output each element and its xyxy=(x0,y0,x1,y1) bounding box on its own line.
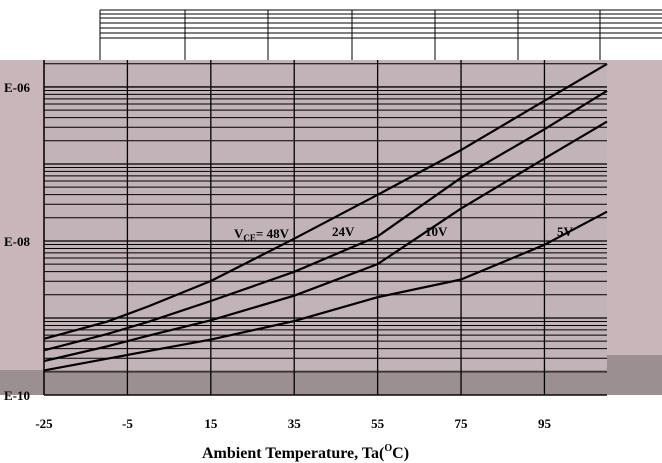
series-label-48v: VCE= 48V xyxy=(234,226,290,243)
series-line-4 xyxy=(43,210,608,372)
lower-right-band xyxy=(607,355,662,395)
x-axis-ticks: -25 -5 15 35 55 75 95 xyxy=(35,416,551,431)
x-tick-label: 55 xyxy=(371,416,385,431)
series-label-24v: 24V xyxy=(332,224,355,239)
x-tick-label: 95 xyxy=(538,416,552,431)
x-tick-label: 15 xyxy=(204,416,218,431)
y-tick-label: E-08 xyxy=(4,234,31,249)
header-table-fragment xyxy=(99,9,662,60)
series-label-5v: 5V xyxy=(557,224,574,239)
x-tick-label: -5 xyxy=(122,416,133,431)
series-line-3 xyxy=(43,120,608,363)
x-tick-label: 35 xyxy=(288,416,302,431)
y-axis-ticks: E-06 E-08 E-10 xyxy=(4,80,31,403)
series-line-1 xyxy=(43,62,608,340)
y-tick-label: E-10 xyxy=(4,388,30,403)
series-lines xyxy=(43,62,608,372)
series-labels: VCE= 48V 24V 10V 5V xyxy=(234,224,574,243)
series-label-10v: 10V xyxy=(425,224,448,239)
lower-band xyxy=(0,370,662,395)
y-tick-label: E-06 xyxy=(4,80,31,95)
x-tick-label: 75 xyxy=(455,416,469,431)
series-line-2 xyxy=(43,89,608,352)
x-axis-title: Ambient Temperature, Ta(OC) xyxy=(202,443,409,462)
x-tick-label: -25 xyxy=(35,416,53,431)
